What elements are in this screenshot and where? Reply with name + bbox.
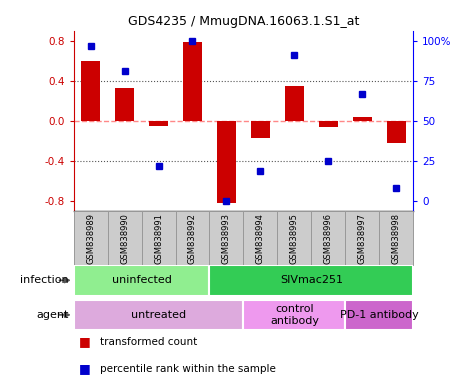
Text: agent: agent bbox=[37, 310, 69, 320]
Bar bbox=[115, 88, 134, 121]
Text: untreated: untreated bbox=[131, 310, 186, 320]
Text: GSM838998: GSM838998 bbox=[392, 213, 401, 263]
Bar bbox=[142, 211, 176, 265]
Bar bbox=[277, 211, 311, 265]
Text: GSM838995: GSM838995 bbox=[290, 213, 299, 263]
Bar bbox=[74, 211, 107, 265]
Bar bbox=[345, 211, 379, 265]
Bar bbox=[74, 265, 209, 296]
Text: GSM838997: GSM838997 bbox=[358, 213, 367, 263]
Text: GSM838996: GSM838996 bbox=[324, 213, 333, 263]
Text: transformed count: transformed count bbox=[100, 337, 197, 347]
Bar bbox=[243, 300, 345, 330]
Bar bbox=[251, 121, 270, 138]
Title: GDS4235 / MmugDNA.16063.1.S1_at: GDS4235 / MmugDNA.16063.1.S1_at bbox=[128, 15, 359, 28]
Bar bbox=[285, 86, 304, 121]
Text: PD-1 antibody: PD-1 antibody bbox=[340, 310, 418, 320]
Text: GSM838991: GSM838991 bbox=[154, 213, 163, 263]
Bar bbox=[217, 121, 236, 203]
Bar bbox=[319, 121, 338, 127]
Bar bbox=[379, 211, 413, 265]
Text: ■: ■ bbox=[78, 362, 90, 375]
Text: control
antibody: control antibody bbox=[270, 304, 319, 326]
Bar bbox=[387, 121, 406, 143]
Text: infection: infection bbox=[20, 275, 69, 285]
Text: ■: ■ bbox=[78, 335, 90, 348]
Bar bbox=[149, 121, 168, 126]
Bar bbox=[353, 117, 371, 121]
Bar bbox=[312, 211, 345, 265]
Bar bbox=[74, 300, 243, 330]
Bar bbox=[81, 61, 100, 121]
Bar bbox=[209, 265, 413, 296]
Bar bbox=[243, 211, 277, 265]
Bar bbox=[183, 42, 202, 121]
Text: GSM838990: GSM838990 bbox=[120, 213, 129, 263]
Bar bbox=[176, 211, 209, 265]
Text: percentile rank within the sample: percentile rank within the sample bbox=[100, 364, 276, 374]
Text: SIVmac251: SIVmac251 bbox=[280, 275, 343, 285]
Text: GSM838993: GSM838993 bbox=[222, 213, 231, 263]
Text: GSM838992: GSM838992 bbox=[188, 213, 197, 263]
Bar bbox=[345, 300, 413, 330]
Bar bbox=[209, 211, 243, 265]
Text: uninfected: uninfected bbox=[112, 275, 171, 285]
Text: GSM838989: GSM838989 bbox=[86, 213, 95, 263]
Bar bbox=[107, 211, 142, 265]
Text: GSM838994: GSM838994 bbox=[256, 213, 265, 263]
